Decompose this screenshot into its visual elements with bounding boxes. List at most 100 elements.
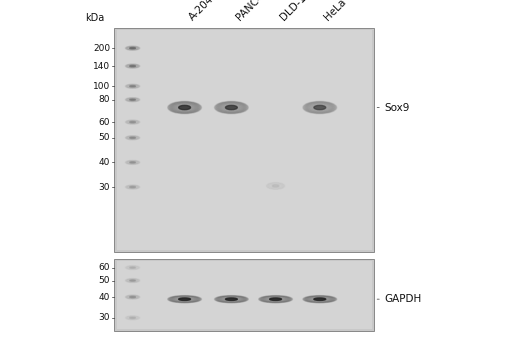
Ellipse shape (128, 296, 137, 298)
Ellipse shape (125, 266, 140, 270)
Ellipse shape (267, 183, 284, 189)
Ellipse shape (129, 65, 136, 67)
Ellipse shape (304, 102, 336, 113)
Ellipse shape (125, 98, 140, 102)
Ellipse shape (303, 102, 337, 114)
Ellipse shape (125, 84, 140, 88)
Ellipse shape (171, 296, 199, 302)
Ellipse shape (127, 161, 138, 164)
Ellipse shape (303, 296, 337, 303)
Text: 80: 80 (99, 95, 110, 104)
Ellipse shape (127, 186, 138, 189)
Ellipse shape (125, 46, 140, 50)
Ellipse shape (261, 296, 291, 302)
Ellipse shape (216, 102, 246, 113)
Ellipse shape (175, 297, 194, 301)
Ellipse shape (125, 279, 140, 282)
Ellipse shape (127, 64, 138, 68)
Ellipse shape (267, 297, 284, 301)
Ellipse shape (129, 186, 135, 188)
Ellipse shape (130, 85, 135, 87)
Text: 40: 40 (99, 293, 110, 302)
Text: PANC-1: PANC-1 (234, 0, 268, 23)
Ellipse shape (220, 104, 242, 112)
Ellipse shape (222, 297, 241, 301)
Text: 50: 50 (99, 133, 110, 142)
Ellipse shape (311, 297, 329, 301)
Ellipse shape (179, 105, 190, 110)
Ellipse shape (129, 48, 135, 49)
Ellipse shape (128, 136, 137, 139)
Text: GAPDH: GAPDH (377, 294, 422, 304)
Ellipse shape (174, 297, 196, 301)
Ellipse shape (129, 65, 135, 67)
Ellipse shape (167, 296, 202, 303)
Ellipse shape (270, 298, 281, 300)
Ellipse shape (129, 267, 135, 268)
Ellipse shape (127, 266, 138, 269)
Ellipse shape (129, 162, 135, 163)
Ellipse shape (171, 103, 199, 113)
Ellipse shape (266, 183, 285, 189)
Ellipse shape (127, 98, 138, 102)
Ellipse shape (129, 99, 135, 100)
Ellipse shape (218, 296, 244, 302)
Text: 30: 30 (99, 313, 110, 322)
Ellipse shape (125, 136, 140, 140)
Ellipse shape (130, 137, 135, 139)
Ellipse shape (219, 297, 243, 302)
Ellipse shape (168, 102, 201, 113)
Ellipse shape (172, 103, 198, 112)
Ellipse shape (129, 121, 135, 123)
Ellipse shape (129, 47, 136, 49)
Ellipse shape (129, 137, 136, 139)
Ellipse shape (128, 279, 137, 282)
Ellipse shape (307, 296, 333, 302)
Ellipse shape (127, 47, 138, 50)
Ellipse shape (128, 47, 137, 49)
Ellipse shape (128, 121, 137, 124)
Ellipse shape (129, 99, 136, 101)
Ellipse shape (130, 65, 135, 67)
Ellipse shape (217, 296, 245, 302)
Ellipse shape (314, 105, 326, 110)
Ellipse shape (259, 296, 292, 303)
Ellipse shape (129, 280, 135, 281)
Ellipse shape (310, 104, 330, 111)
Ellipse shape (216, 296, 246, 302)
Ellipse shape (215, 296, 249, 303)
Ellipse shape (263, 296, 289, 302)
Ellipse shape (129, 296, 136, 298)
Ellipse shape (129, 296, 135, 298)
Ellipse shape (127, 279, 138, 282)
Bar (117, 261, 372, 329)
Ellipse shape (129, 137, 135, 139)
Ellipse shape (308, 103, 332, 112)
Ellipse shape (215, 296, 248, 302)
Ellipse shape (128, 161, 137, 164)
Ellipse shape (128, 85, 137, 88)
Ellipse shape (167, 102, 202, 114)
Ellipse shape (129, 85, 136, 87)
Ellipse shape (308, 297, 332, 302)
Ellipse shape (125, 160, 140, 164)
Ellipse shape (215, 102, 248, 113)
Ellipse shape (125, 120, 140, 124)
Ellipse shape (310, 297, 330, 301)
Text: 50: 50 (99, 276, 110, 285)
Text: Sox9: Sox9 (377, 103, 410, 112)
Ellipse shape (129, 85, 135, 87)
Ellipse shape (309, 104, 331, 112)
Ellipse shape (170, 296, 200, 302)
Ellipse shape (168, 296, 201, 302)
Ellipse shape (130, 99, 135, 100)
Ellipse shape (304, 296, 336, 302)
Ellipse shape (267, 183, 284, 189)
Ellipse shape (314, 298, 326, 300)
Text: 30: 30 (99, 183, 110, 191)
Ellipse shape (265, 297, 287, 301)
Ellipse shape (179, 298, 190, 300)
Ellipse shape (125, 295, 140, 299)
Ellipse shape (223, 104, 240, 111)
Ellipse shape (226, 298, 237, 300)
